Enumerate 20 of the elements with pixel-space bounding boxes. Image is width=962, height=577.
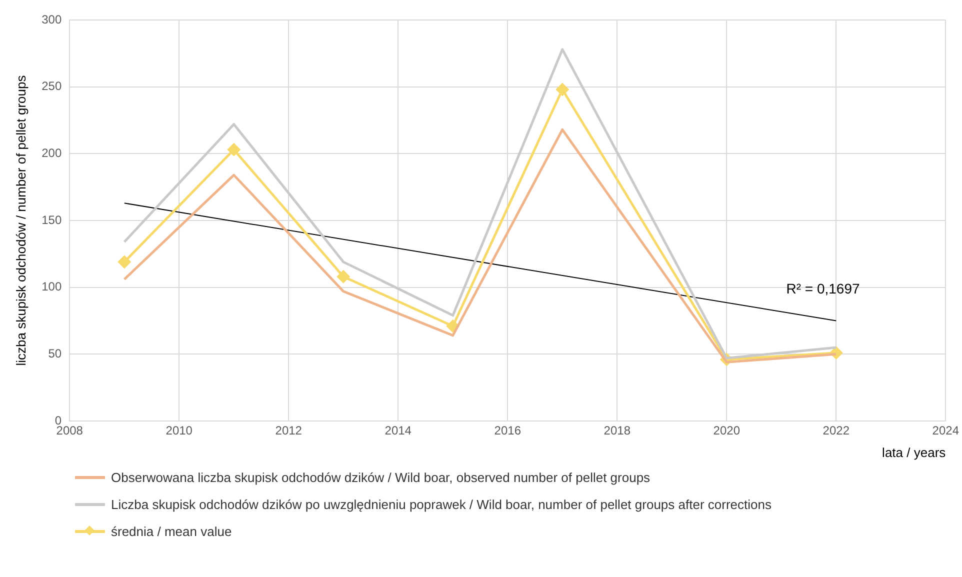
x-tick-label: 2020 — [713, 424, 740, 438]
y-tick-label: 150 — [42, 212, 62, 227]
legend-label: Obserwowana liczba skupisk odchodów dzików / Wild boar, observed number of pellet groups — [111, 470, 650, 485]
x-tick-label: 2012 — [275, 424, 302, 438]
x-tick-label: 2014 — [384, 424, 412, 438]
y-tick-label: 300 — [42, 12, 62, 26]
annotation: R² = 0,1697 — [786, 280, 860, 297]
legend-label: Liczba skupisk odchodów dzików po uwzględnieniu poprawek / Wild boar, number of pellet groups after corrections — [111, 497, 772, 512]
y-tick-label: 250 — [42, 79, 62, 94]
y-axis-title: liczba skupisk odchodów / number of pellet groups — [13, 74, 28, 366]
legend-label: średnia / mean value — [111, 524, 232, 539]
y-tick-label: 50 — [48, 346, 62, 360]
x-tick-label: 2018 — [604, 424, 631, 438]
y-tick-label: 200 — [42, 146, 62, 160]
y-tick-label: 100 — [42, 280, 62, 294]
x-tick-label: 2016 — [494, 424, 522, 438]
x-axis-title: lata / years — [882, 444, 946, 460]
x-tick-label: 2024 — [932, 424, 960, 438]
x-tick-label: 2010 — [166, 424, 193, 438]
x-tick-label: 2022 — [822, 424, 850, 438]
